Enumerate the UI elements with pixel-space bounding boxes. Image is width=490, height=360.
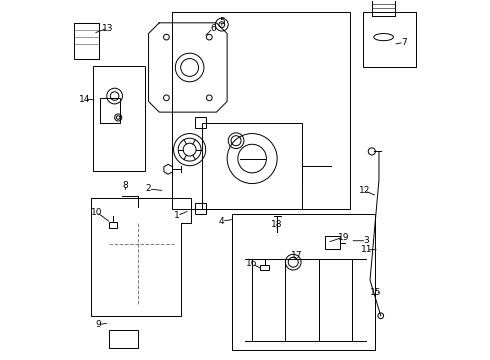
- Text: 4: 4: [219, 217, 224, 226]
- Text: 17: 17: [291, 251, 302, 260]
- Text: 18: 18: [271, 220, 283, 229]
- Bar: [260, 265, 269, 270]
- Bar: [74, 23, 98, 59]
- Bar: [195, 117, 206, 128]
- Text: 14: 14: [78, 95, 90, 104]
- Text: 1: 1: [174, 211, 180, 220]
- Bar: [195, 203, 206, 214]
- Text: 15: 15: [369, 288, 381, 297]
- Text: 19: 19: [338, 233, 349, 242]
- Bar: [325, 236, 340, 249]
- Bar: [363, 12, 416, 67]
- Text: 7: 7: [401, 38, 407, 47]
- Bar: [109, 222, 117, 228]
- Bar: [232, 214, 375, 350]
- Bar: [109, 330, 138, 348]
- Text: 9: 9: [96, 320, 101, 329]
- Text: 12: 12: [359, 186, 370, 195]
- Bar: [372, 0, 395, 16]
- Text: 8: 8: [122, 181, 128, 190]
- Text: 6: 6: [210, 24, 216, 33]
- Bar: [172, 12, 350, 208]
- Text: 2: 2: [146, 184, 151, 193]
- Bar: [202, 123, 302, 208]
- Text: 5: 5: [219, 17, 224, 26]
- Text: 10: 10: [91, 208, 102, 217]
- Text: 3: 3: [364, 236, 369, 245]
- Bar: [100, 98, 120, 123]
- Bar: [93, 66, 145, 171]
- Text: 16: 16: [246, 260, 258, 269]
- Text: 11: 11: [361, 245, 372, 254]
- Text: 13: 13: [102, 24, 113, 33]
